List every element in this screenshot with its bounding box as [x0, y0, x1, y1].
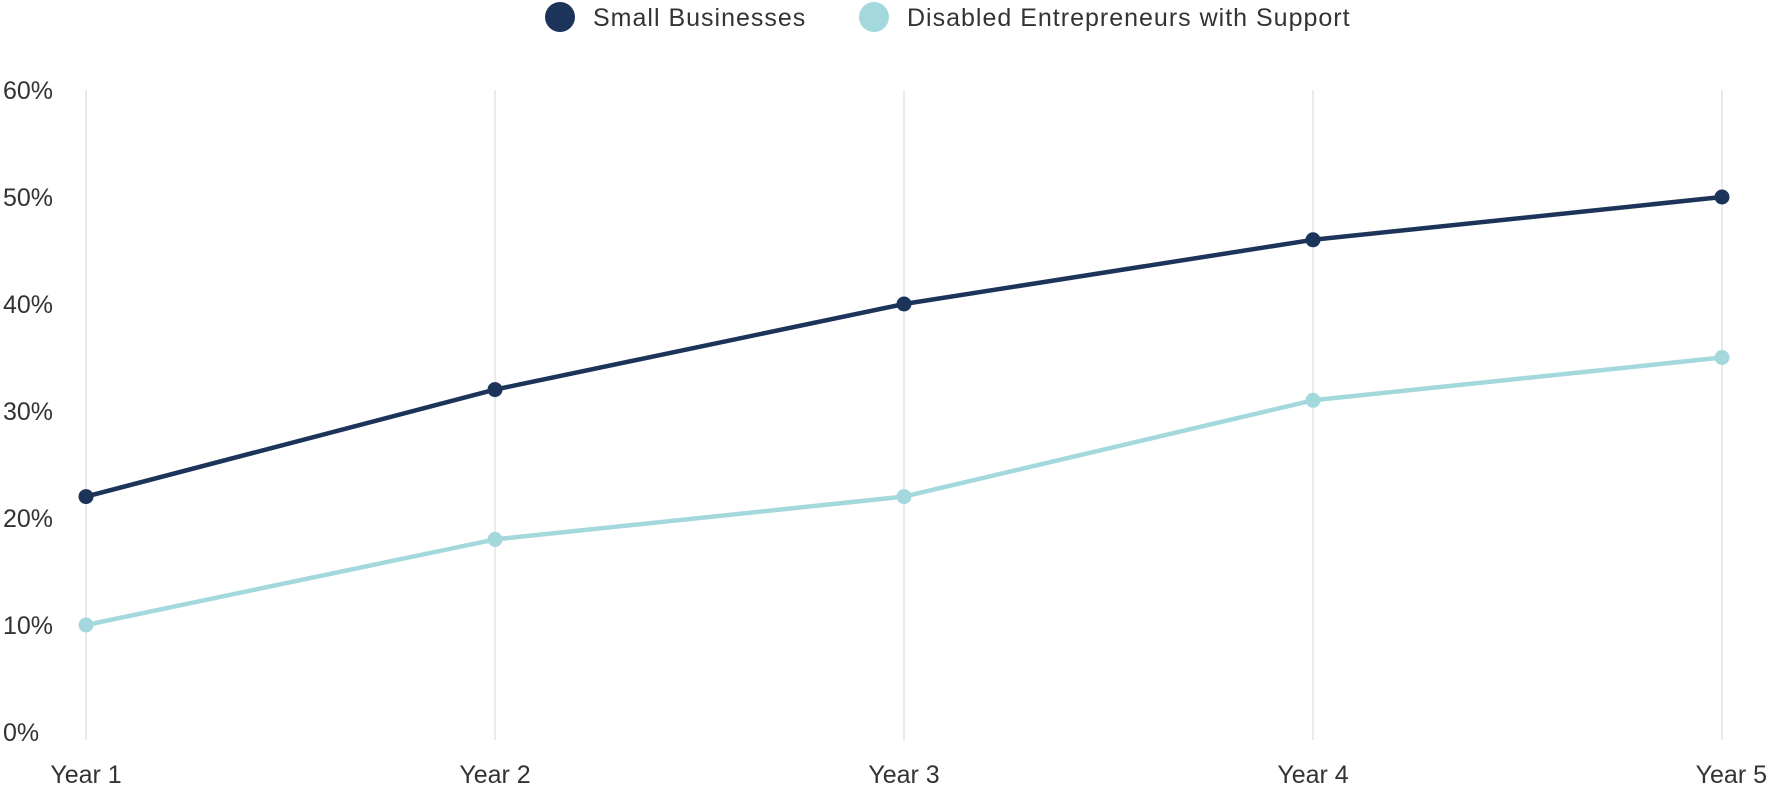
data-point-small-businesses-year-3	[896, 296, 912, 312]
y-tick-label: 40%	[3, 291, 53, 319]
y-tick-label: 0%	[3, 719, 39, 747]
y-tick-label: 60%	[3, 77, 53, 105]
y-tick-label: 50%	[3, 184, 53, 212]
data-point-disabled-entrepreneurs-with-support-year-5	[1714, 350, 1730, 365]
y-tick-label: 10%	[3, 612, 53, 640]
data-point-small-businesses-year-2	[487, 382, 503, 398]
x-tick-label-year-2: Year 2	[459, 761, 530, 789]
legend-label-disabled-entrepreneurs: Disabled Entrepreneurs with Support	[907, 4, 1351, 32]
legend-marker-small-businesses	[545, 2, 575, 32]
series-layer	[78, 189, 1730, 633]
legend-label-small-businesses: Small Businesses	[593, 4, 806, 32]
data-point-disabled-entrepreneurs-with-support-year-3	[896, 489, 912, 505]
data-point-small-businesses-year-4	[1305, 232, 1321, 248]
x-tick-label-year-4: Year 4	[1277, 761, 1348, 789]
y-tick-label: 30%	[3, 398, 53, 426]
y-tick-label: 20%	[3, 505, 53, 533]
legend-marker-disabled-entrepreneurs	[859, 2, 889, 32]
series-disabled-entrepreneurs-with-support	[78, 350, 1730, 633]
data-point-disabled-entrepreneurs-with-support-year-1	[78, 617, 94, 633]
series-small-businesses	[78, 189, 1730, 505]
x-tick-label-year-1: Year 1	[50, 761, 121, 789]
grid	[85, 90, 1723, 740]
x-tick-label-year-5: Year 5	[1696, 761, 1767, 789]
data-point-small-businesses-year-5	[1714, 189, 1730, 205]
legend: Small Businesses Disabled Entrepreneurs …	[545, 2, 1351, 32]
y-axis: 0% 10% 20% 30% 40% 50% 60%	[3, 77, 53, 747]
data-point-small-businesses-year-1	[78, 489, 94, 505]
x-tick-label-year-3: Year 3	[868, 761, 939, 789]
data-point-disabled-entrepreneurs-with-support-year-2	[487, 531, 503, 547]
x-axis: Year 1 Year 2 Year 3 Year 4 Year 5	[50, 761, 1767, 789]
data-point-disabled-entrepreneurs-with-support-year-4	[1305, 392, 1321, 408]
